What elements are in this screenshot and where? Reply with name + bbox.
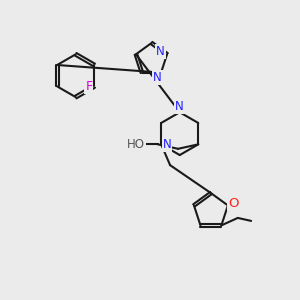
Text: O: O bbox=[228, 196, 238, 209]
Text: F: F bbox=[85, 80, 92, 93]
Text: N: N bbox=[175, 100, 184, 113]
Text: HO: HO bbox=[127, 138, 145, 151]
Text: N: N bbox=[163, 138, 172, 151]
Text: N: N bbox=[153, 71, 162, 84]
Text: N: N bbox=[156, 45, 165, 58]
